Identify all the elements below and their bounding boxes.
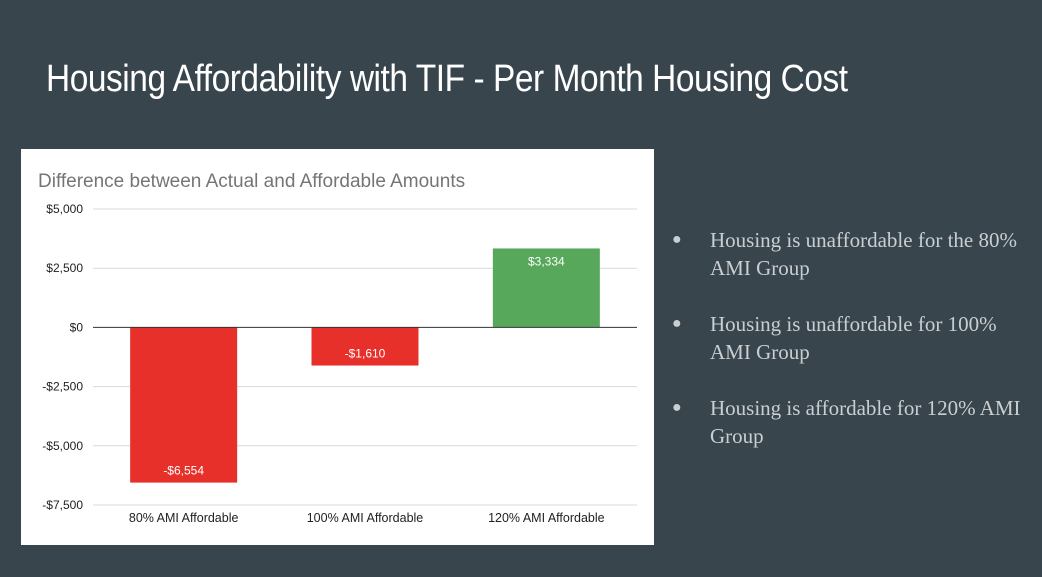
x-tick-label: 80% AMI Affordable xyxy=(129,511,239,525)
y-tick-label: -$2,500 xyxy=(42,380,83,394)
x-tick-label: 120% AMI Affordable xyxy=(488,511,605,525)
bullet-list: ● Housing is unaffordable for the 80% AM… xyxy=(670,226,1030,478)
bar-chart: Difference between Actual and Affordable… xyxy=(38,171,637,525)
y-tick-label: -$7,500 xyxy=(42,498,83,512)
y-tick-label: $2,500 xyxy=(46,261,83,275)
bar xyxy=(130,327,238,483)
data-label: -$6,554 xyxy=(163,464,204,478)
chart-title: Difference between Actual and Affordable… xyxy=(38,171,465,192)
y-tick-label: -$5,000 xyxy=(42,439,83,453)
bullet-dot-icon: ● xyxy=(672,231,682,248)
x-tick-label: 100% AMI Affordable xyxy=(307,511,424,525)
data-label: -$1,610 xyxy=(345,347,386,361)
bullet-item: ● Housing is affordable for 120% AMI Gro… xyxy=(670,394,1030,450)
y-tick-label: $5,000 xyxy=(46,202,83,216)
bar xyxy=(311,327,419,366)
bullet-text: Housing is unaffordable for the 80% AMI … xyxy=(710,228,1017,280)
bullet-item: ● Housing is unaffordable for the 80% AM… xyxy=(670,226,1030,282)
y-tick-label: $0 xyxy=(70,320,84,334)
bullet-text: Housing is unaffordable for 100% AMI Gro… xyxy=(710,312,997,364)
bullet-dot-icon: ● xyxy=(672,315,682,332)
slide-title: Housing Affordability with TIF - Per Mon… xyxy=(46,58,848,100)
bullet-text: Housing is affordable for 120% AMI Group xyxy=(710,396,1021,448)
data-label: $3,334 xyxy=(528,254,565,268)
chart-panel: Difference between Actual and Affordable… xyxy=(21,149,654,545)
bar xyxy=(492,248,600,328)
bullet-item: ● Housing is unaffordable for 100% AMI G… xyxy=(670,310,1030,366)
bullet-dot-icon: ● xyxy=(672,399,682,416)
